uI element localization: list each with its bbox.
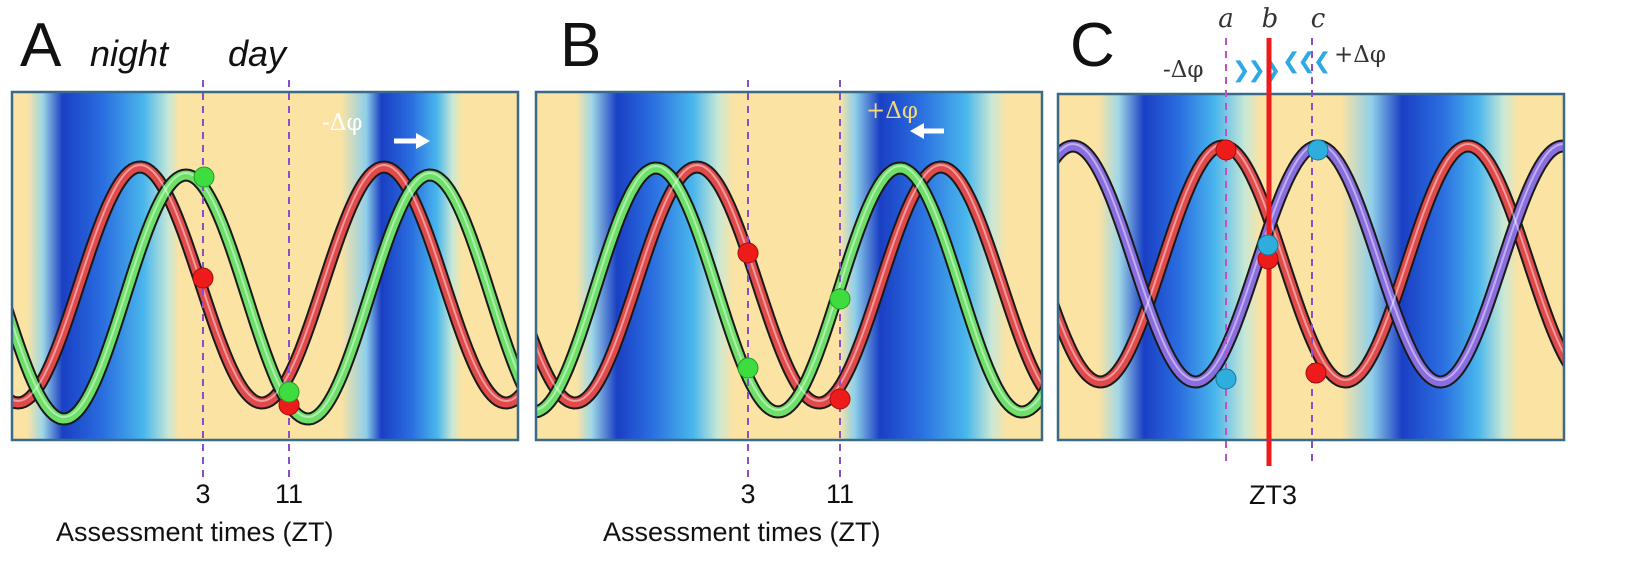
panel-a: A night day -Δφ 3 11 Assessment times (Z… <box>10 11 520 547</box>
panel-letter-c: C <box>1070 11 1115 80</box>
time-label-a: a <box>1218 4 1234 34</box>
panel-letter-b: B <box>560 11 601 80</box>
red-rhythm-curve-b-highlight <box>536 163 1042 403</box>
day-label: day <box>228 33 288 74</box>
blue-marker-a-c <box>1215 368 1237 390</box>
time-label-c: c <box>1311 4 1326 34</box>
panel-b: B +Δφ 3 11 Assessment times (ZT) <box>534 11 1044 547</box>
phase-shift-label-b: +Δφ <box>866 98 918 124</box>
tick-zt11-b: 11 <box>826 479 854 509</box>
green-marker-zt3-b <box>737 357 759 379</box>
arrow-left-icon <box>910 123 944 139</box>
green-rhythm-curve-a <box>12 170 518 424</box>
axis-title-b: Assessment times (ZT) <box>603 517 881 547</box>
tick-zt3-b: 3 <box>740 479 755 509</box>
light-dark-background-b <box>536 92 1042 440</box>
phase-shift-plus-label-c: +Δφ <box>1334 42 1386 68</box>
panel-letter-a: A <box>20 11 62 80</box>
phase-shift-minus-label-c: -Δφ <box>1163 57 1204 83</box>
chevrons-left-icon: ❮❮❮ <box>1282 49 1329 74</box>
tick-zt11-a: 11 <box>275 479 303 509</box>
blue-marker-b-c <box>1257 234 1279 256</box>
red-rhythm-curve-a-highlight <box>12 163 518 403</box>
red-marker-a-c <box>1215 139 1237 161</box>
red-marker-c-c <box>1305 362 1327 384</box>
red-rhythm-curve-a <box>12 162 518 408</box>
arrow-right-icon <box>394 133 430 149</box>
red-rhythm-curve-c-highlight <box>1058 142 1564 382</box>
red-marker-zt3-a <box>192 267 214 289</box>
green-marker-zt11-b <box>829 288 851 310</box>
green-marker-zt11-a <box>278 381 300 403</box>
green-rhythm-curve-b <box>536 163 1042 417</box>
time-label-b: b <box>1262 4 1279 34</box>
green-marker-zt3-a <box>193 166 215 188</box>
zt3-label: ZT3 <box>1249 480 1297 510</box>
plot-frame-a <box>10 90 520 442</box>
chevrons-right-icon: ❯❯❯ <box>1232 58 1279 83</box>
blue-marker-c-c <box>1307 139 1329 161</box>
red-marker-zt11-b <box>829 388 851 410</box>
axis-title-a: Assessment times (ZT) <box>56 517 334 547</box>
green-rhythm-curve-a-highlight <box>12 171 518 419</box>
tick-zt3-a: 3 <box>195 479 210 509</box>
red-rhythm-curve-b <box>536 162 1042 408</box>
green-rhythm-curve-b-highlight <box>536 164 1042 412</box>
phase-shift-label-a: -Δφ <box>322 110 363 136</box>
red-marker-zt3-b <box>737 242 759 264</box>
plot-frame-b <box>534 90 1044 442</box>
panel-c: C a b c -Δφ ❯❯❯ ❮❮❮ +Δφ ZT3 <box>1056 4 1566 510</box>
red-rhythm-curve-c <box>1058 141 1564 387</box>
night-label: night <box>90 33 170 74</box>
